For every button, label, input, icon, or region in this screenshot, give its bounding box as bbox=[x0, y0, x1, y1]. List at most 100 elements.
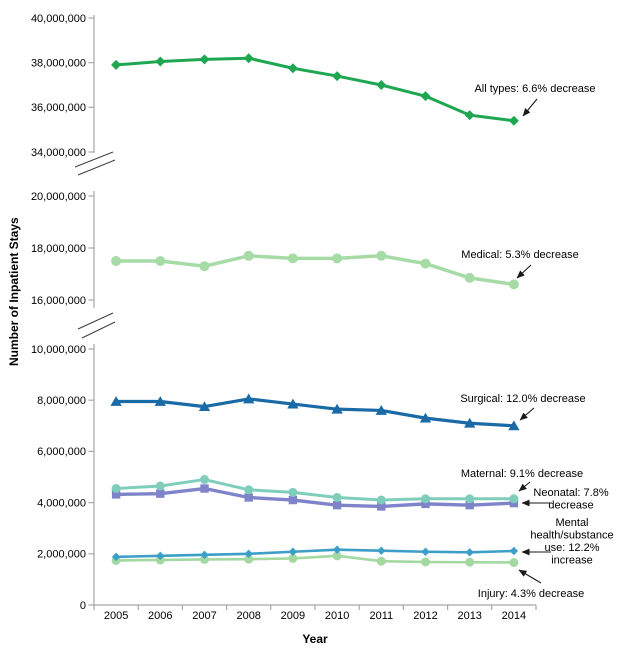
series-mental-health-substance-use-marker bbox=[377, 546, 386, 555]
series-surgical-marker bbox=[243, 393, 255, 404]
x-tick-label: 2007 bbox=[192, 610, 216, 622]
annotation-maternal-label: Maternal: 9.1% decrease bbox=[461, 468, 583, 480]
series-medical-line bbox=[114, 254, 516, 287]
y-tick-label: 4,000,000 bbox=[37, 497, 86, 509]
annotation-mental-health-substance-use-label: Mental bbox=[555, 517, 588, 529]
series-injury-marker bbox=[421, 557, 430, 567]
y-tick-label: 18,000,000 bbox=[31, 243, 86, 255]
x-tick-label: 2011 bbox=[369, 610, 393, 622]
x-tick-label: 2009 bbox=[281, 610, 305, 622]
series-mental-health-substance-use-marker bbox=[421, 547, 430, 556]
series-medical-marker bbox=[111, 256, 122, 266]
series-all-types-marker bbox=[376, 80, 387, 90]
series-maternal-marker bbox=[465, 494, 475, 504]
y-tick-label: 34,000,000 bbox=[31, 147, 86, 159]
series-all-types-marker bbox=[155, 56, 166, 67]
series-maternal-marker bbox=[376, 495, 386, 505]
x-tick-label: 2008 bbox=[236, 610, 260, 622]
series-medical-marker bbox=[287, 253, 298, 264]
annotation-medical-arrow bbox=[516, 264, 532, 279]
series-medical-marker bbox=[155, 256, 166, 266]
series-maternal-marker bbox=[509, 494, 519, 504]
y-tick-label: 16,000,000 bbox=[31, 295, 86, 307]
series-neonatal-marker bbox=[200, 484, 209, 493]
series-medical-marker bbox=[376, 250, 387, 261]
series-neonatal-marker bbox=[288, 495, 298, 505]
series-medical-marker bbox=[332, 253, 343, 264]
y-tick-label: 10,000,000 bbox=[31, 344, 86, 356]
series-surgical-line bbox=[114, 397, 516, 428]
annotation-injury-arrow bbox=[518, 569, 542, 584]
y-tick-label: 6,000,000 bbox=[37, 446, 86, 458]
axis-break-mark bbox=[77, 312, 114, 330]
series-injury-line bbox=[114, 554, 516, 564]
x-tick-label: 2006 bbox=[148, 610, 172, 622]
annotation-surgical-label: Surgical: 12.0% decrease bbox=[460, 393, 585, 405]
y-tick-label: 38,000,000 bbox=[31, 57, 86, 69]
series-maternal-marker bbox=[155, 481, 165, 491]
y-tick-label: 36,000,000 bbox=[31, 102, 86, 114]
series-all-types-marker bbox=[420, 91, 431, 102]
annotation-medical-label: Medical: 5.3% decrease bbox=[461, 249, 578, 261]
y-tick-label: 0 bbox=[80, 600, 86, 612]
series-injury-marker bbox=[200, 554, 209, 564]
series-injury-marker bbox=[465, 557, 475, 567]
series-maternal-marker bbox=[288, 487, 298, 497]
annotation-all-types-label: All types: 6.6% decrease bbox=[474, 83, 595, 95]
series-surgical-marker bbox=[331, 403, 343, 414]
series-mental-health-substance-use-marker bbox=[332, 545, 342, 554]
series-surgical-marker bbox=[508, 420, 520, 431]
series-neonatal-marker bbox=[156, 489, 165, 498]
series-surgical-marker bbox=[464, 417, 476, 428]
series-maternal-marker bbox=[111, 484, 121, 494]
series-mental-health-substance-use-marker bbox=[156, 551, 165, 561]
series-all-types-marker bbox=[464, 110, 475, 121]
series-maternal-marker bbox=[200, 475, 209, 485]
series-all-types-marker bbox=[199, 54, 210, 65]
series-medical-marker bbox=[508, 279, 519, 290]
series-injury-marker bbox=[288, 553, 298, 563]
annotation-neonatal-label: Neonatal: 7.8% bbox=[533, 487, 608, 499]
annotation-mental-health-substance-use-label: health/substance bbox=[530, 530, 613, 542]
annotation-maternal-arrow bbox=[518, 481, 531, 492]
series-all-types-marker bbox=[243, 53, 254, 64]
series-mental-health-substance-use-marker bbox=[200, 550, 209, 560]
series-neonatal-marker bbox=[244, 493, 253, 502]
annotation-mental-health-substance-use-label: use: 12.2% bbox=[544, 542, 599, 554]
annotation-mental-health-substance-use-label: increase bbox=[551, 555, 593, 567]
annotation-injury-label: Injury: 4.3% decrease bbox=[478, 588, 584, 600]
series-medical-marker bbox=[243, 250, 254, 261]
series-neonatal-marker bbox=[377, 502, 386, 511]
y-axis-title: Number of Inpatient Stays bbox=[7, 217, 21, 367]
series-maternal-marker bbox=[421, 494, 430, 504]
series-injury-marker bbox=[332, 551, 342, 561]
series-neonatal-marker bbox=[465, 500, 474, 510]
series-injury-marker bbox=[509, 558, 519, 568]
axis-break-mark bbox=[81, 321, 116, 339]
x-tick-label: 2014 bbox=[502, 610, 526, 622]
x-tick-label: 2005 bbox=[104, 610, 128, 622]
series-mental-health-substance-use-marker bbox=[509, 546, 519, 556]
series-neonatal-marker bbox=[421, 499, 430, 509]
annotation-all-types-arrow bbox=[522, 98, 538, 117]
y-tick-label: 20,000,000 bbox=[31, 191, 86, 203]
series-mental-health-substance-use-line bbox=[114, 548, 516, 559]
series-medical-marker bbox=[420, 258, 431, 269]
series-neonatal-line bbox=[114, 486, 516, 509]
axis-break-mark bbox=[74, 151, 114, 168]
series-mental-health-substance-use-marker bbox=[288, 547, 298, 556]
series-all-types-line bbox=[114, 56, 516, 123]
series-surgical-marker bbox=[287, 398, 299, 409]
series-maternal-marker bbox=[332, 492, 342, 502]
series-surgical-marker bbox=[375, 405, 387, 415]
series-surgical-marker bbox=[154, 396, 166, 406]
axis-break-mark bbox=[77, 159, 116, 176]
series-surgical-marker bbox=[198, 401, 211, 412]
series-all-types-marker bbox=[332, 71, 343, 82]
series-mental-health-substance-use-marker bbox=[111, 552, 121, 562]
series-medical-marker bbox=[199, 261, 210, 272]
series-maternal-line bbox=[114, 478, 516, 502]
series-injury-marker bbox=[244, 554, 254, 564]
